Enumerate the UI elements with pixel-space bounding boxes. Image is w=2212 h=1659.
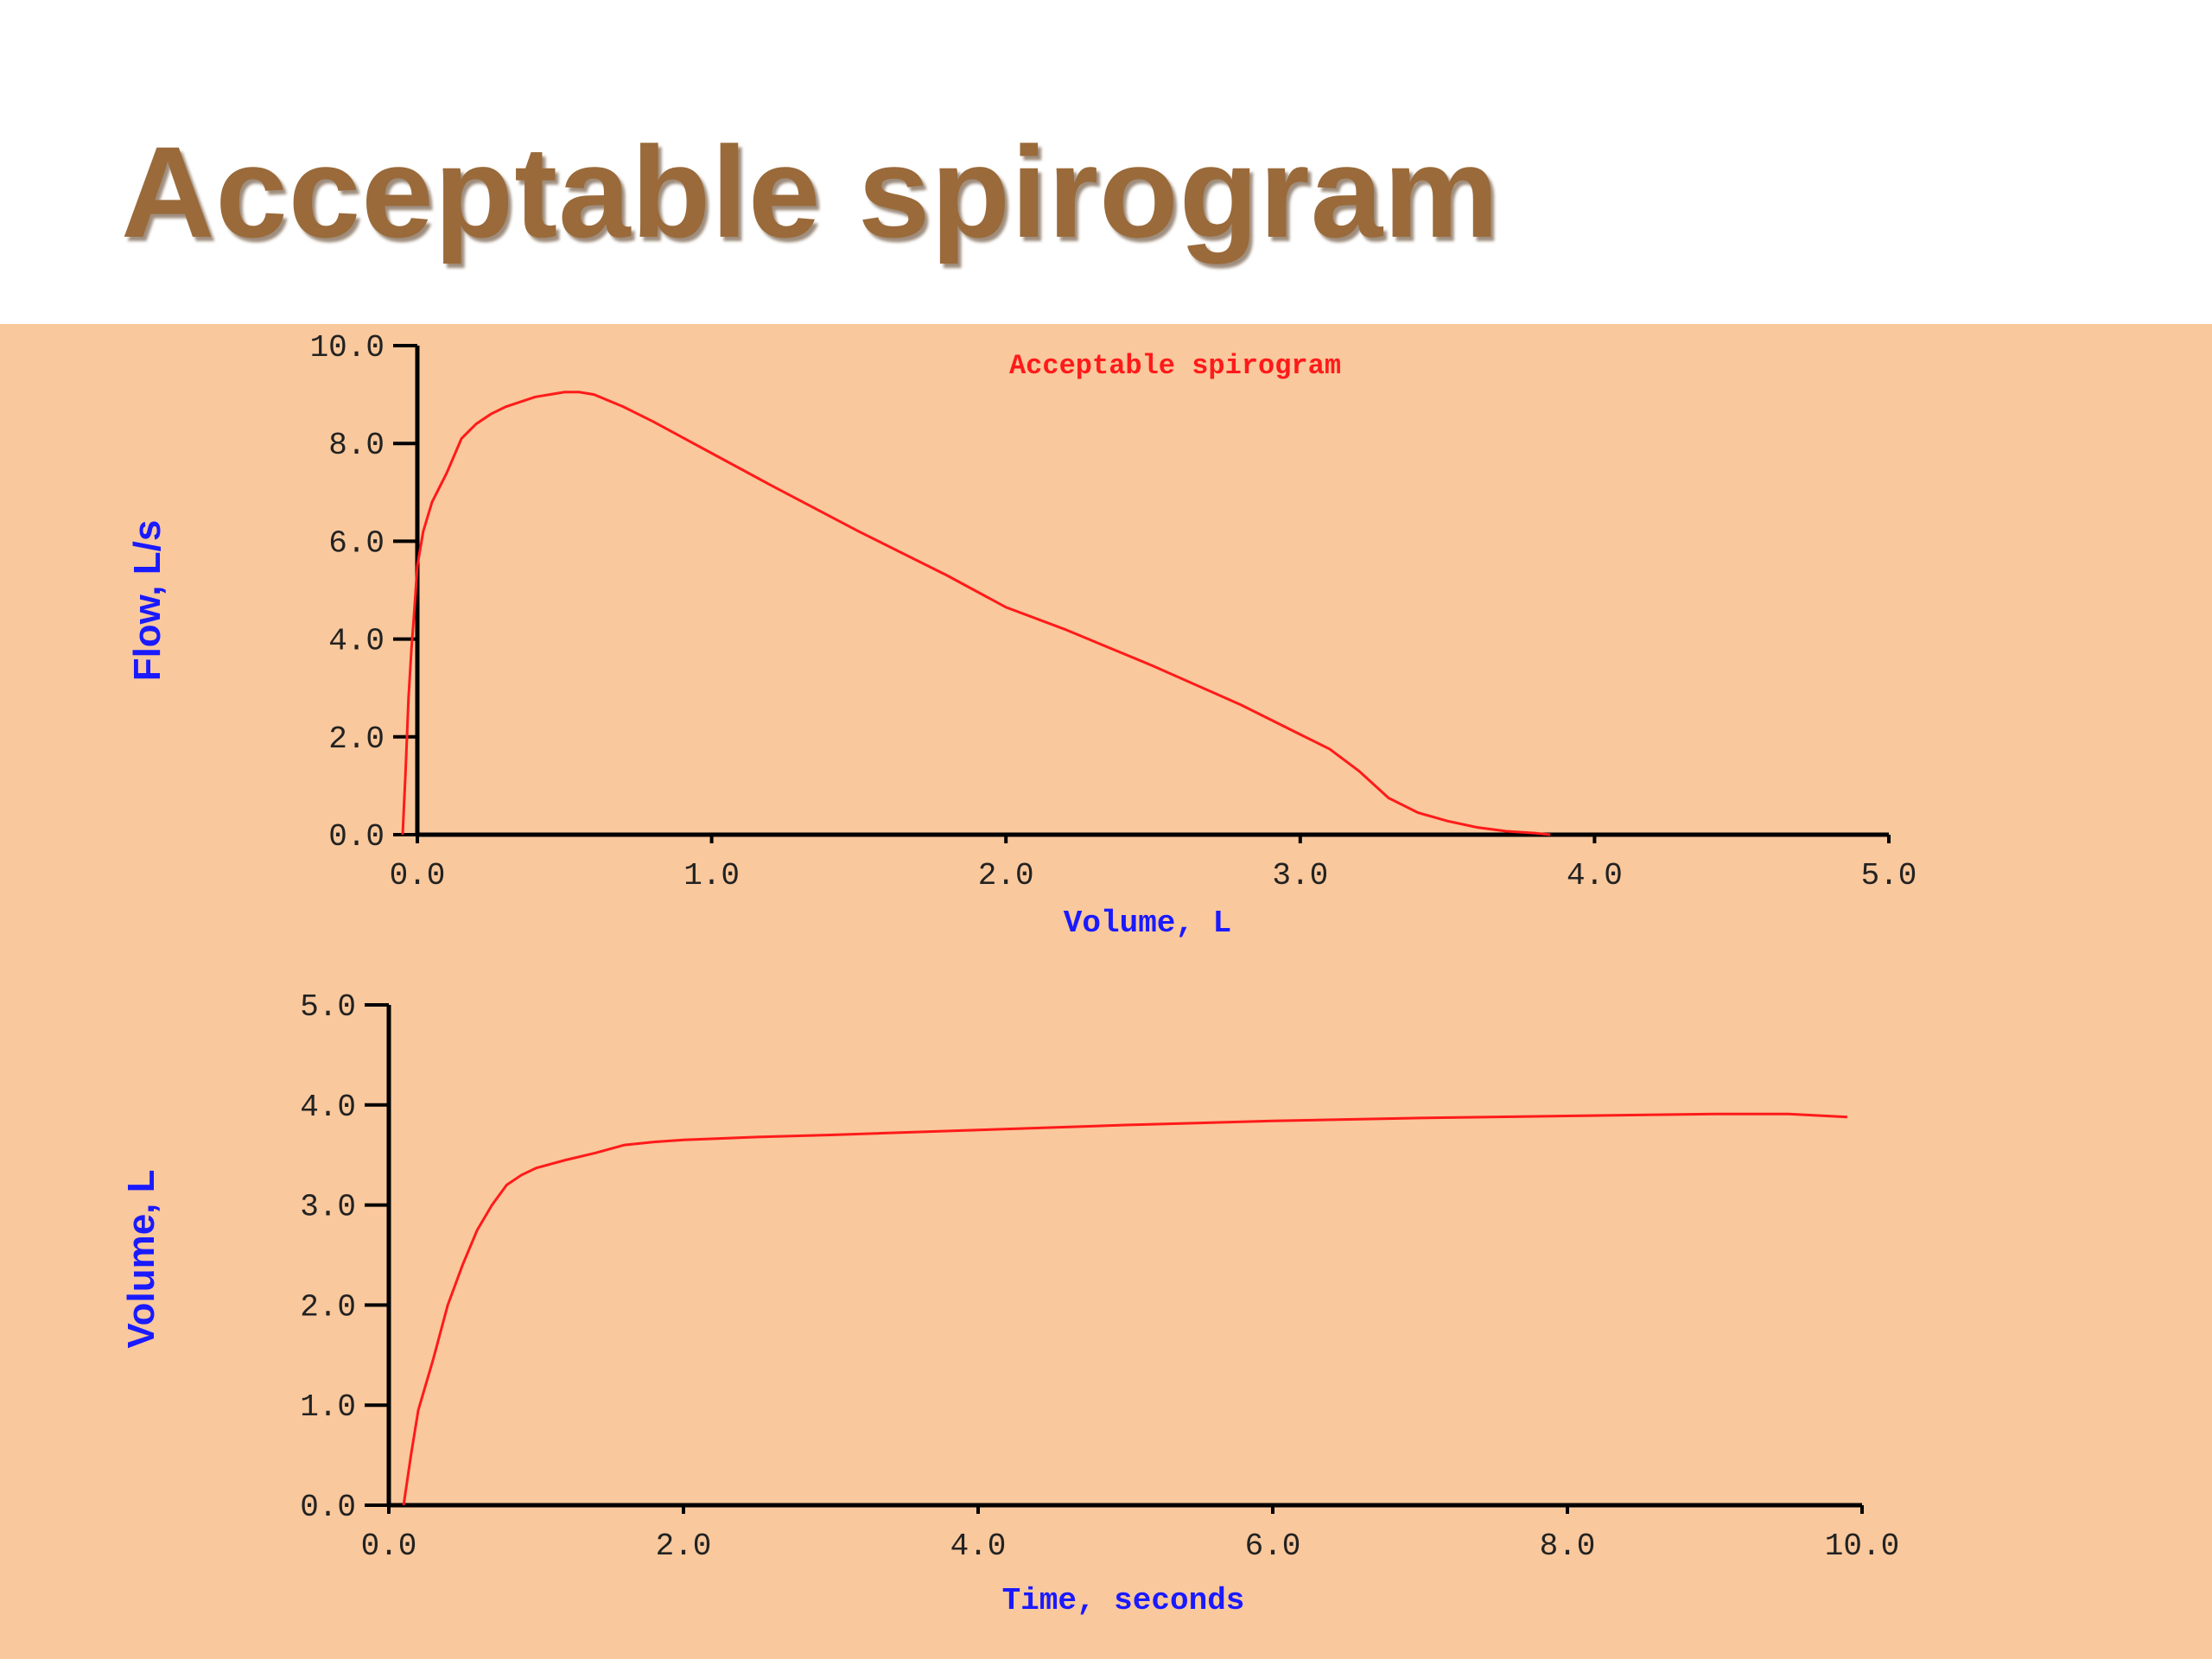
y-tick-label: 2.0: [300, 1289, 356, 1325]
chart-title: Acceptable spirogram: [1009, 350, 1341, 382]
x-tick-label: 5.0: [1861, 858, 1917, 893]
chart-panel: Acceptable spirogram 0.0 2.0 4.0 6.0 8.0 10.0…: [0, 324, 2212, 1659]
x-tick-label: 4.0: [950, 1529, 1007, 1564]
x-tick-label: 2.0: [656, 1529, 712, 1564]
y-tick-label: 1.0: [300, 1389, 356, 1425]
y-tick-group: 0.0 1.0 2.0 3.0 4.0 5.0: [300, 989, 389, 1525]
x-tick-label: 4.0: [1567, 858, 1623, 893]
y-axis-label: Volume, L: [120, 1170, 162, 1349]
volume-time-curve: [402, 1112, 1847, 1506]
y-tick-label: 4.0: [328, 624, 385, 659]
y-tick-label: 6.0: [328, 525, 385, 561]
y-tick-label: 8.0: [328, 428, 385, 463]
y-tick-label: 0.0: [300, 1490, 356, 1525]
x-tick-label: 10.0: [1825, 1529, 1899, 1564]
volume-time-chart: 0.0 1.0 2.0 3.0 4.0 5.0 0.0 2.0 4.0 6.0 8.0 10.0 T…: [120, 989, 1899, 1618]
y-tick-label: 5.0: [300, 989, 356, 1025]
x-tick-label: 2.0: [978, 858, 1034, 893]
x-tick-label: 8.0: [1540, 1529, 1596, 1564]
y-tick-label: 4.0: [300, 1090, 356, 1125]
y-tick-label: 10.0: [310, 330, 385, 365]
x-axis-label: Time, seconds: [1002, 1583, 1245, 1618]
y-axis-label: Flow, L/s: [126, 520, 168, 682]
x-tick-label: 6.0: [1245, 1529, 1301, 1564]
y-tick-label: 0.0: [328, 819, 385, 855]
x-tick-label: 1.0: [683, 858, 740, 893]
y-tick-group: 0.0 2.0 4.0 6.0 8.0 10.0: [310, 330, 417, 855]
charts-svg: Acceptable spirogram 0.0 2.0 4.0 6.0 8.0 10.0…: [120, 330, 1916, 1618]
y-tick-label: 2.0: [328, 721, 385, 757]
x-tick-group: 0.0 2.0 4.0 6.0 8.0 10.0: [361, 1505, 1899, 1564]
x-tick-group: 0.0 1.0 2.0 3.0 4.0 5.0: [390, 835, 1917, 893]
y-tick-label: 3.0: [300, 1190, 356, 1225]
x-axis-label: Volume, L: [1064, 906, 1231, 941]
x-tick-label: 0.0: [390, 858, 446, 893]
x-tick-label: 0.0: [361, 1529, 417, 1564]
flow-volume-chart: Acceptable spirogram 0.0 2.0 4.0 6.0 8.0 10.0…: [126, 330, 1916, 941]
flow-volume-curve: [401, 391, 1551, 836]
slide-title: Acceptable spirogram: [121, 119, 1500, 264]
x-tick-label: 3.0: [1272, 858, 1328, 893]
